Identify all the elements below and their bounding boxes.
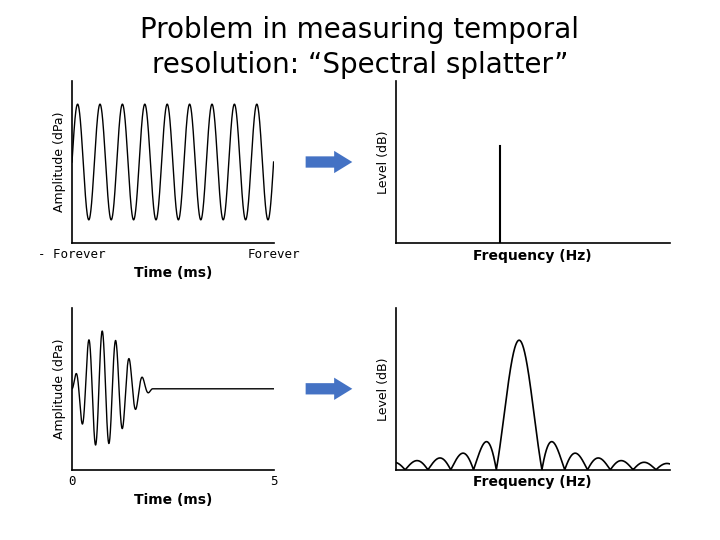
X-axis label: Frequency (Hz): Frequency (Hz) — [474, 475, 592, 489]
FancyArrow shape — [306, 151, 352, 173]
X-axis label: Time (ms): Time (ms) — [134, 493, 212, 507]
Y-axis label: Amplitude (dPa): Amplitude (dPa) — [53, 112, 66, 212]
X-axis label: Time (ms): Time (ms) — [134, 266, 212, 280]
Y-axis label: Amplitude (dPa): Amplitude (dPa) — [53, 339, 66, 439]
Y-axis label: Level (dB): Level (dB) — [377, 357, 390, 421]
Text: Problem in measuring temporal
resolution: “Spectral splatter”: Problem in measuring temporal resolution… — [140, 16, 580, 79]
X-axis label: Frequency (Hz): Frequency (Hz) — [474, 248, 592, 262]
FancyArrow shape — [306, 377, 352, 400]
Y-axis label: Level (dB): Level (dB) — [377, 130, 390, 194]
